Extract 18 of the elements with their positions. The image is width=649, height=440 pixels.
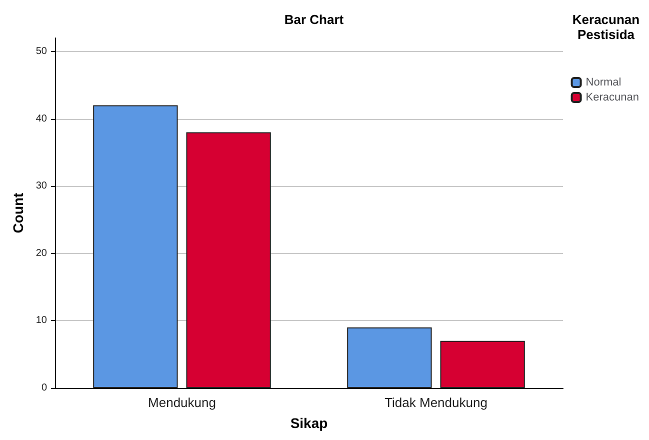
bar: [186, 132, 271, 388]
legend-label: Keracunan: [586, 92, 640, 104]
y-tick-label: 30: [36, 180, 48, 192]
chart-title: Bar Chart: [284, 12, 344, 27]
x-axis-title: Sikap: [290, 415, 328, 431]
y-tick-label: 50: [36, 46, 48, 57]
x-tick-label: Mendukung: [148, 395, 216, 410]
y-tick-label: 40: [36, 113, 48, 124]
y-tick-label: 10: [36, 315, 48, 326]
y-tick-label: 20: [36, 248, 48, 259]
x-tick-label: Tidak Mendukung: [384, 395, 488, 410]
bar: [93, 105, 178, 388]
legend-label: Normal: [586, 76, 622, 88]
y-axis-title: Count: [10, 192, 26, 234]
legend-title: Keracunan Pestisida: [571, 12, 641, 42]
bar: [347, 327, 432, 388]
y-tick-label: 0: [41, 382, 48, 394]
bar: [440, 340, 525, 388]
